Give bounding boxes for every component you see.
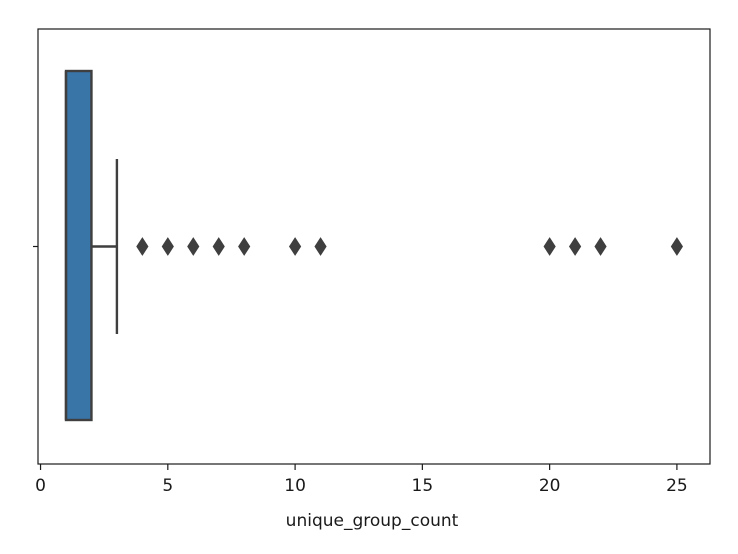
outlier-point: [670, 237, 684, 256]
x-tick-label: 25: [666, 476, 688, 496]
x-axis-label: unique_group_count: [286, 511, 459, 531]
x-tick-label: 10: [284, 476, 306, 496]
outlier-point: [568, 237, 582, 256]
outlier-point: [187, 237, 200, 256]
iqr-box: [64, 69, 93, 422]
x-tick-label: 15: [412, 476, 434, 496]
outlier-point: [212, 237, 225, 256]
x-tick-label: 5: [162, 476, 173, 496]
outlier-point: [288, 237, 302, 256]
x-tick-label: 20: [539, 476, 561, 496]
outlier-point: [161, 237, 174, 256]
plot-area: [37, 28, 711, 465]
x-axis: 0 5 10 15 20 25: [33, 245, 688, 496]
x-tick-label: 0: [35, 476, 46, 496]
outlier-point: [314, 237, 327, 256]
outlier-point: [238, 237, 251, 256]
outlier-point: [594, 237, 607, 256]
outlier-point: [543, 237, 556, 256]
outlier-point: [136, 237, 149, 256]
